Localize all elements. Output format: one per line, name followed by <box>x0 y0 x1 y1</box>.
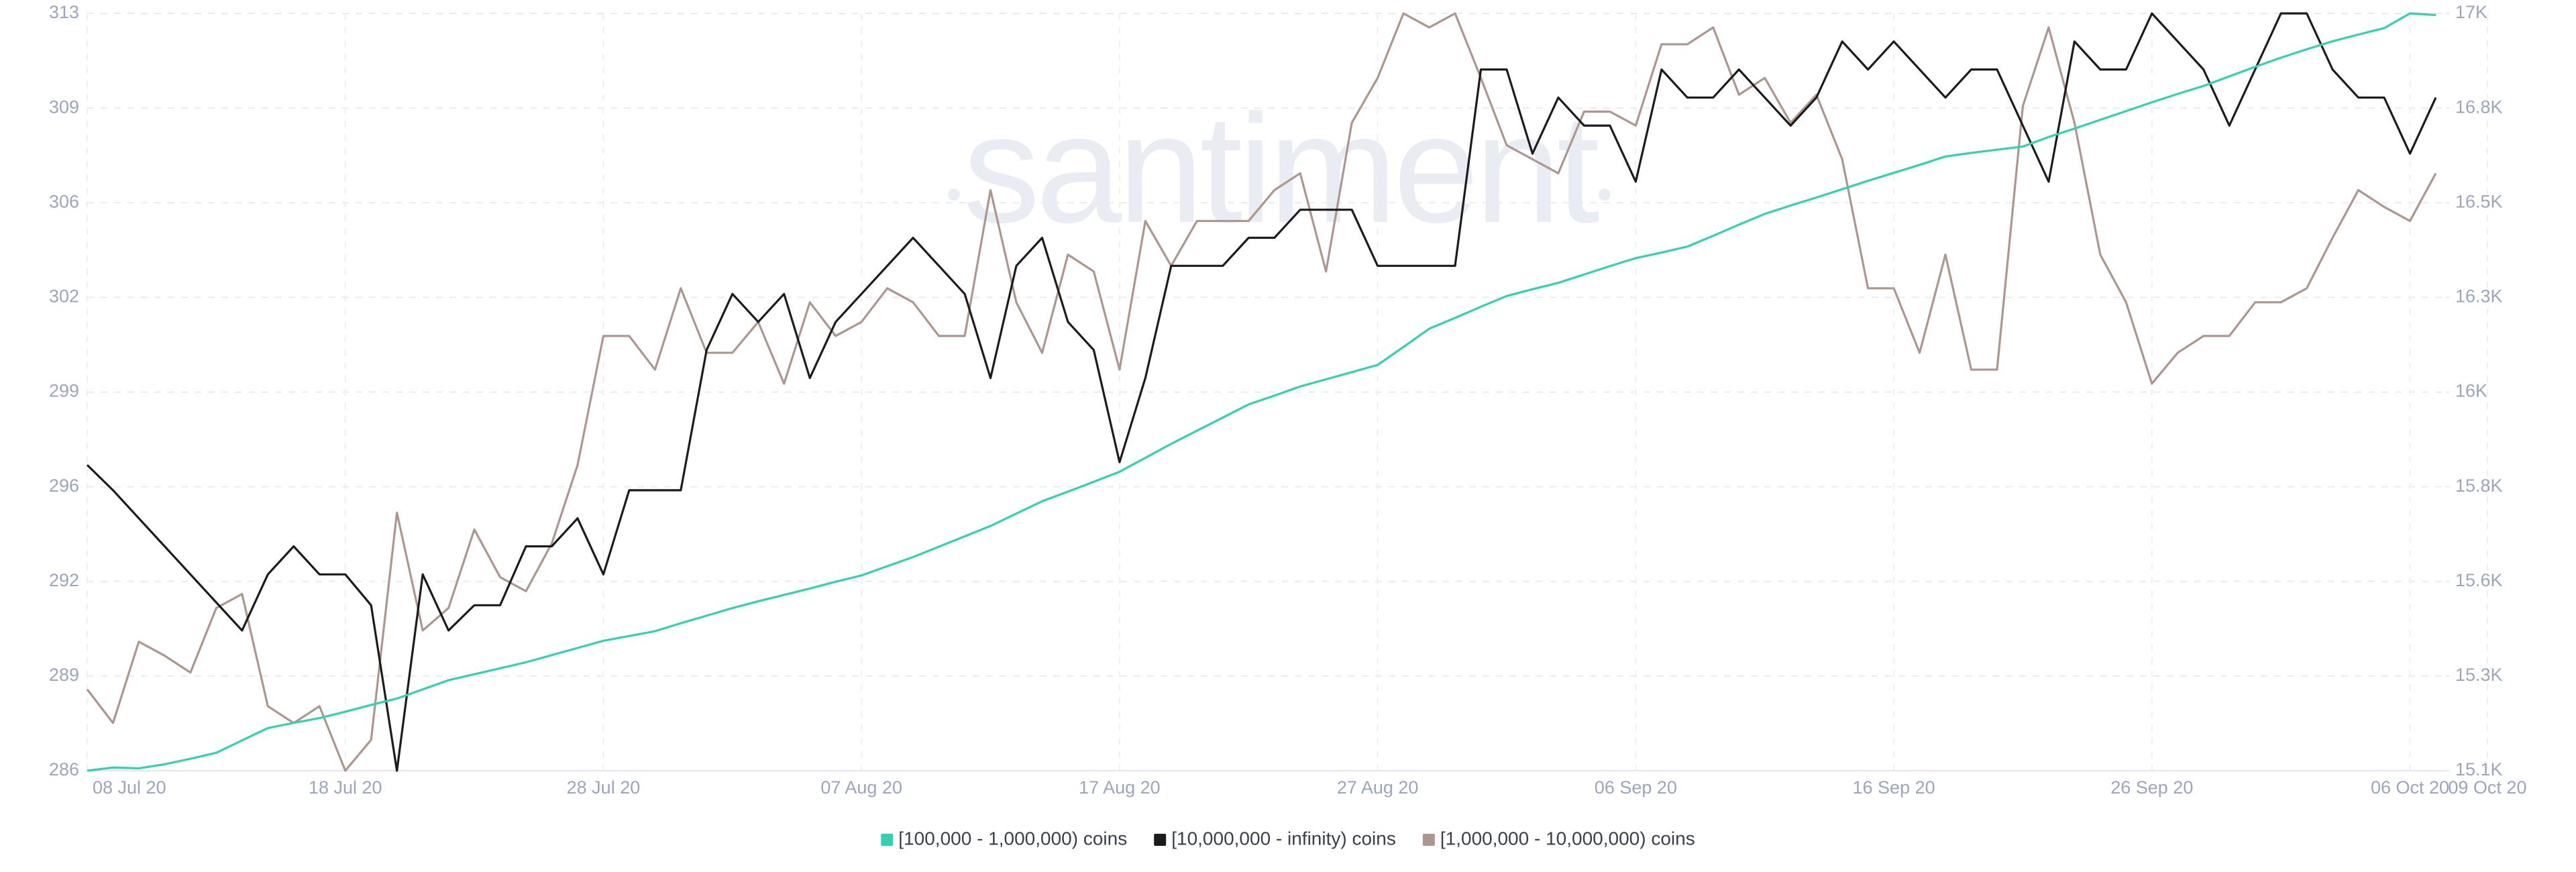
y-tick-label: 313 <box>49 2 79 22</box>
watermark-dot <box>948 188 960 201</box>
legend-label: [10,000,000 - infinity) coins <box>1171 828 1396 849</box>
y2-tick-label: 16K <box>2455 381 2487 401</box>
legend-label: [1,000,000 - 10,000,000) coins <box>1440 828 1695 849</box>
y-tick-label: 286 <box>49 759 79 779</box>
y-tick-label: 289 <box>49 665 79 685</box>
y-tick-label: 292 <box>49 570 79 590</box>
watermark-dot <box>1599 188 1611 201</box>
y2-tick-label: 17K <box>2455 2 2487 22</box>
y-tick-label: 306 <box>49 191 79 211</box>
x-tick-label: 17 Aug 20 <box>1079 777 1161 798</box>
legend-swatch <box>1422 834 1435 846</box>
legend: [100,000 - 1,000,000) coins [10,000,000 -… <box>881 828 1695 849</box>
x-tick-label: 08 Jul 20 <box>93 777 166 798</box>
x-tick-label: 09 Oct 20 <box>2448 777 2526 798</box>
y-tick-label: 296 <box>49 476 79 496</box>
x-tick-label: 16 Sep 20 <box>1853 777 1935 798</box>
series-line <box>86 12 2437 772</box>
x-tick-label: 28 Jul 20 <box>567 777 641 798</box>
y-tick-label: 309 <box>49 97 79 117</box>
x-tick-label: 26 Sep 20 <box>2110 777 2193 798</box>
series-line <box>86 12 2437 772</box>
y2-tick-label: 15.1K <box>2455 759 2503 779</box>
y-tick-label: 302 <box>49 286 79 307</box>
legend-swatch <box>1154 834 1167 846</box>
y2-tick-label: 16.5K <box>2455 191 2503 211</box>
x-tick-label: 18 Jul 20 <box>309 777 382 798</box>
y2-tick-label: 16.3K <box>2455 286 2503 307</box>
x-tick-label: 07 Aug 20 <box>820 777 902 798</box>
series-line <box>87 12 2436 772</box>
y2-tick-label: 15.6K <box>2455 570 2503 590</box>
x-tick-label: 06 Oct 20 <box>2371 777 2449 798</box>
grid <box>87 13 2488 771</box>
legend-label: [100,000 - 1,000,000) coins <box>898 828 1127 849</box>
watermark: santiment <box>963 83 1599 255</box>
x-tick-label: 06 Sep 20 <box>1595 777 1677 798</box>
y2-tick-label: 15.3K <box>2455 665 2503 685</box>
watermark-group: santiment <box>948 83 1611 255</box>
y2-tick-label: 16.8K <box>2455 97 2503 117</box>
y-tick-label: 299 <box>49 381 79 401</box>
y2-tick-label: 15.8K <box>2455 476 2503 496</box>
x-tick-label: 27 Aug 20 <box>1337 777 1419 798</box>
legend-swatch <box>881 834 894 846</box>
